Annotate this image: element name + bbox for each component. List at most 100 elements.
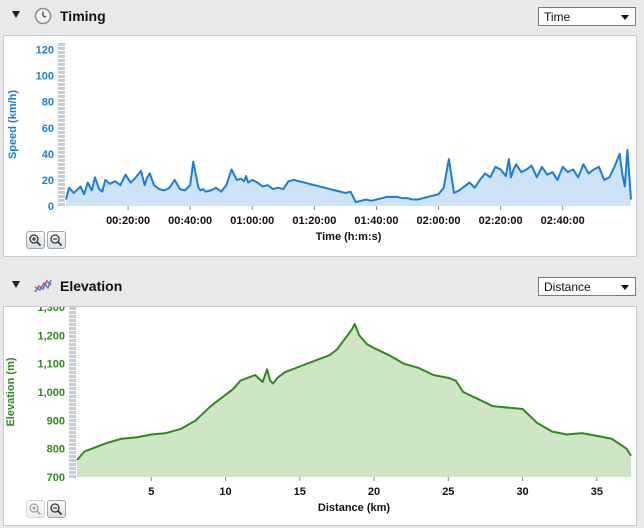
timing-band-stripe xyxy=(58,95,65,98)
timing-band-stripe xyxy=(58,63,65,66)
chevron-down-icon xyxy=(621,285,629,290)
elevation-title: Elevation xyxy=(60,278,123,294)
elevation-band-stripe xyxy=(69,367,76,370)
timing-band-stripe xyxy=(58,139,65,142)
elevation-collapse-toggle[interactable] xyxy=(12,281,20,288)
elevation-y-tick-label: 1,100 xyxy=(37,359,65,371)
timing-band-stripe xyxy=(58,43,65,46)
timing-band-stripe xyxy=(58,119,65,122)
zoom-out-icon xyxy=(50,503,63,516)
elevation-band-stripe xyxy=(69,407,76,410)
timing-band-stripe xyxy=(58,79,65,82)
elevation-band-stripe xyxy=(69,403,76,406)
elevation-band-stripe xyxy=(69,447,76,450)
timing-x-tick-label: 02:00:00 xyxy=(417,215,461,227)
elevation-band-stripe xyxy=(69,459,76,462)
timing-band-stripe xyxy=(58,107,65,110)
timing-collapse-toggle[interactable] xyxy=(12,11,20,18)
zoom-in-icon xyxy=(29,503,42,516)
timing-y-tick-label: 0 xyxy=(48,201,54,213)
elevation-x-tick-label: 30 xyxy=(516,486,528,498)
timing-band-stripe xyxy=(58,203,65,206)
elevation-panel-header: Elevation Distance xyxy=(0,270,644,302)
timing-band-stripe xyxy=(58,167,65,170)
elevation-band-stripe xyxy=(69,451,76,454)
elevation-band-stripe xyxy=(69,387,76,390)
elevation-chart-svg[interactable]: 700 800 900 1,000 1,100 1,200 1,300 5 10 15 20 25 30… xyxy=(4,307,636,525)
timing-band-stripe xyxy=(58,83,65,86)
elevation-band-stripe xyxy=(69,427,76,430)
elevation-band-stripe xyxy=(69,371,76,374)
elevation-band-stripe xyxy=(69,475,76,478)
elevation-band-stripe xyxy=(69,351,76,354)
timing-band-stripe xyxy=(58,175,65,178)
elevation-band-stripe xyxy=(69,347,76,350)
timing-x-tick-label: 00:20:00 xyxy=(106,215,150,227)
elevation-x-tick-label: 10 xyxy=(219,486,231,498)
timing-x-tick-label: 01:00:00 xyxy=(230,215,274,227)
elevation-band-stripe xyxy=(69,355,76,358)
zoom-out-button[interactable] xyxy=(47,231,66,249)
elevation-band-stripe xyxy=(69,411,76,414)
timing-y-tick-label: 100 xyxy=(36,71,54,83)
chevron-down-icon xyxy=(621,15,629,20)
timing-band-stripe xyxy=(58,115,65,118)
timing-band-stripe xyxy=(58,195,65,198)
timing-band-stripe xyxy=(58,59,65,62)
timing-band-stripe xyxy=(58,91,65,94)
elevation-band-stripe xyxy=(69,319,76,322)
timing-band-stripe xyxy=(58,47,65,50)
elevation-band-stripe xyxy=(69,315,76,318)
elevation-band-stripe xyxy=(69,415,76,418)
elevation-band-stripe xyxy=(69,391,76,394)
timing-y-tick-label: 20 xyxy=(42,175,54,187)
elevation-y-tick-label: 800 xyxy=(47,444,65,456)
zoom-in-button[interactable] xyxy=(26,231,45,249)
elevation-band-stripe xyxy=(69,375,76,378)
timing-band-stripe xyxy=(58,171,65,174)
zoom-in-button[interactable] xyxy=(26,500,45,518)
zoom-in-icon xyxy=(29,234,42,247)
timing-band-stripe xyxy=(58,75,65,78)
timing-x-tick-label: 01:40:00 xyxy=(354,215,398,227)
elevation-band-stripe xyxy=(69,335,76,338)
timing-band-stripe xyxy=(58,163,65,166)
elevation-y-tick-label: 700 xyxy=(47,472,65,484)
elevation-band-stripe xyxy=(69,311,76,314)
timing-x-axis-title: Time (h:m:s) xyxy=(316,231,382,243)
timing-band-stripe xyxy=(58,99,65,102)
elevation-band-stripe xyxy=(69,463,76,466)
timing-y-tick-label: 40 xyxy=(42,149,54,161)
timing-band-stripe xyxy=(58,135,65,138)
timing-band-stripe xyxy=(58,55,65,58)
timing-axis-select[interactable]: Time xyxy=(538,7,636,26)
timing-band-stripe xyxy=(58,87,65,90)
elevation-y-tick-label: 1,000 xyxy=(37,387,65,399)
elevation-y-tick-label: 1,300 xyxy=(37,307,65,314)
elevation-axis-select[interactable]: Distance xyxy=(538,277,636,296)
zoom-out-button[interactable] xyxy=(47,500,66,518)
elevation-band-stripe xyxy=(69,423,76,426)
elevation-series-line xyxy=(76,323,632,461)
elevation-y-axis-title: Elevation (m) xyxy=(5,357,17,426)
timing-chart: 0 20 40 60 80 100 120 00:20:00 00:40:00 01:00:00 0… xyxy=(3,35,637,257)
timing-band-stripe xyxy=(58,191,65,194)
elevation-band-stripe xyxy=(69,443,76,446)
timing-band-stripe xyxy=(58,51,65,54)
timing-panel-header: Timing Time xyxy=(0,0,644,32)
timing-title: Timing xyxy=(60,8,106,24)
elevation-profile-icon xyxy=(34,279,52,293)
speed-chart-svg[interactable]: 0 20 40 60 80 100 120 00:20:00 00:40:00 01:00:00 0… xyxy=(4,36,636,256)
timing-band-stripe xyxy=(58,183,65,186)
timing-x-tick-label: 00:40:00 xyxy=(168,215,212,227)
elevation-band-stripe xyxy=(69,331,76,334)
elevation-band-stripe xyxy=(69,307,76,310)
elevation-band-stripe xyxy=(69,327,76,330)
timing-band-stripe xyxy=(58,103,65,106)
timing-x-tick-label: 02:20:00 xyxy=(479,215,523,227)
elevation-band-stripe xyxy=(69,439,76,442)
timing-y-tick-label: 80 xyxy=(42,97,54,109)
elevation-y-tick-label: 900 xyxy=(47,415,65,427)
elevation-x-tick-label: 20 xyxy=(368,486,380,498)
timing-band-stripe xyxy=(58,147,65,150)
